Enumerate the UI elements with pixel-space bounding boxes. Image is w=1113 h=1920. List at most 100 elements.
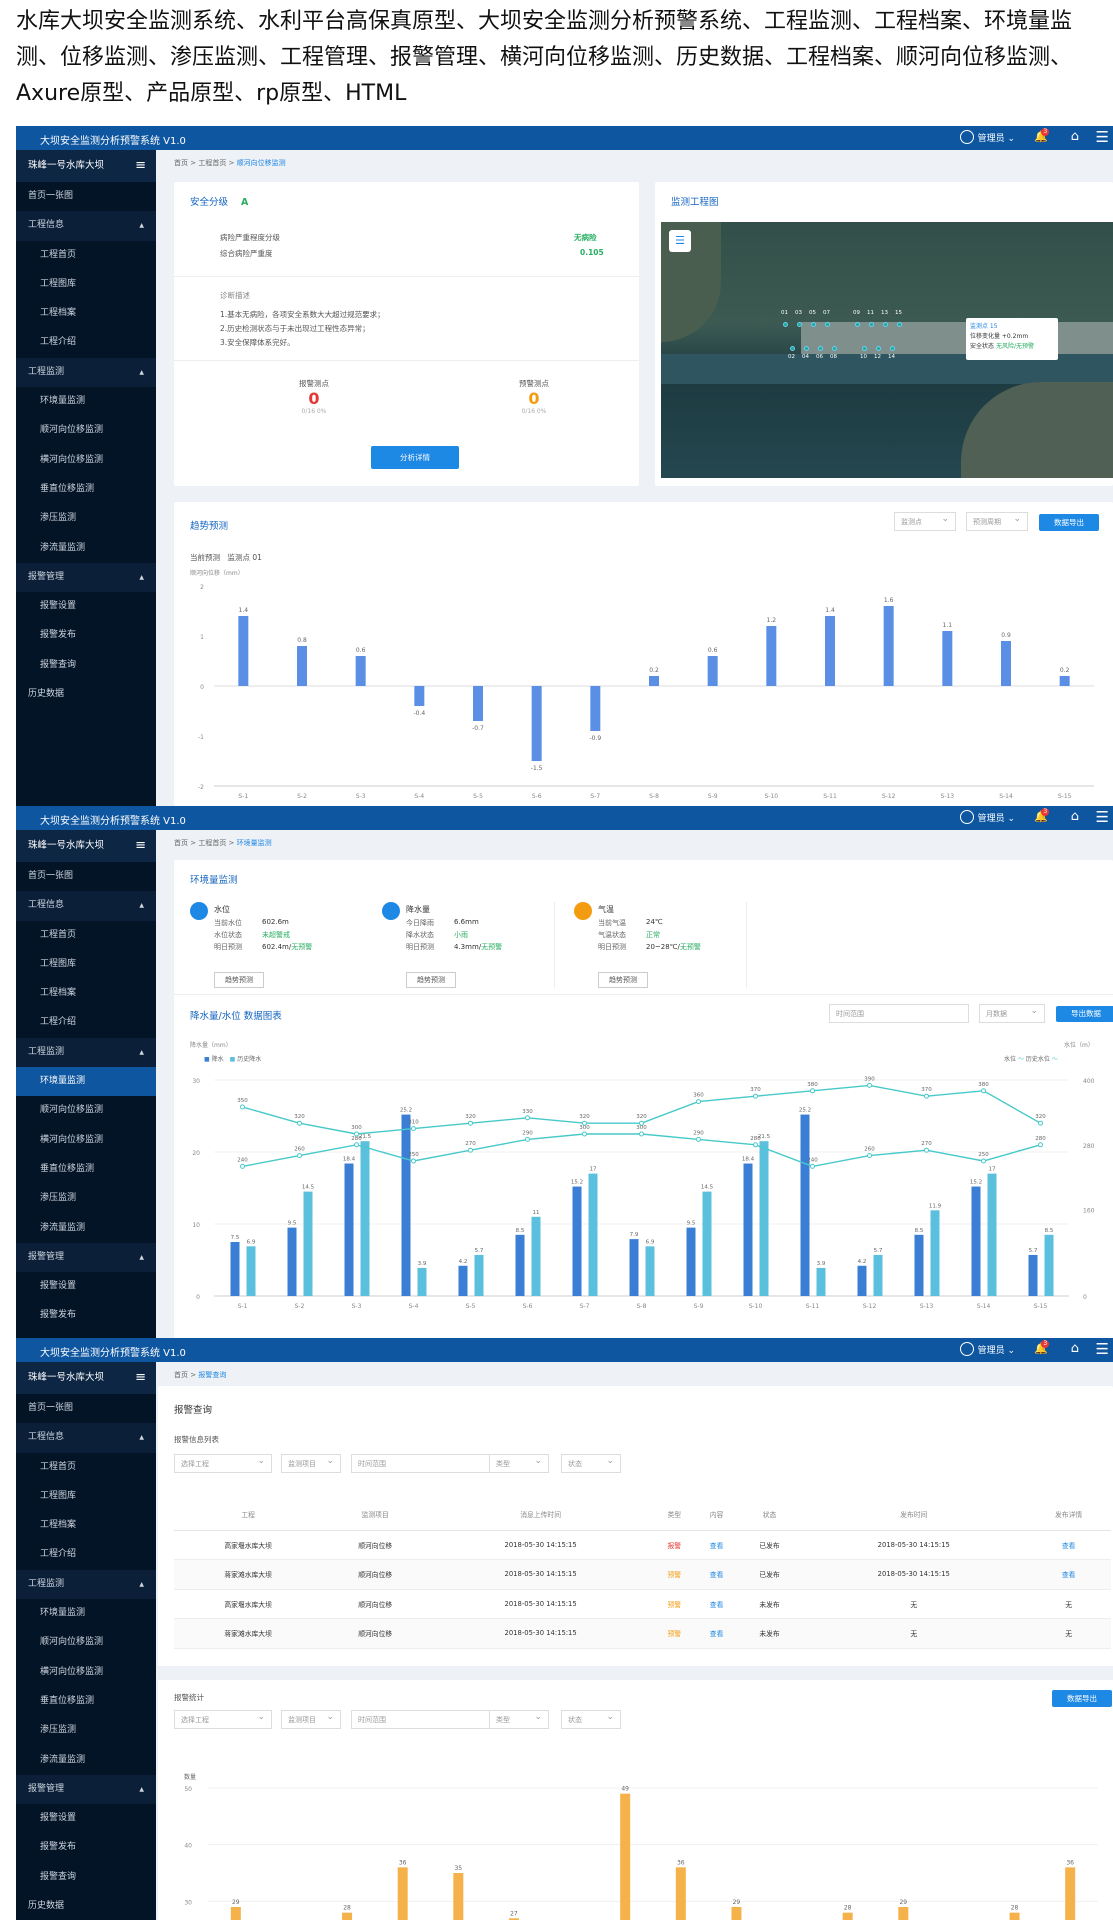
- sidebar-item[interactable]: 渗流量监测: [16, 533, 156, 563]
- filter-3[interactable]: 类型: [489, 1708, 549, 1729]
- user-menu[interactable]: 管理员 ⌄: [959, 810, 1015, 824]
- sidebar-item[interactable]: 工程信息: [16, 891, 156, 921]
- sidebar-item[interactable]: 顺河向位移监测: [16, 416, 156, 446]
- sidebar-item[interactable]: 报警发布: [16, 1301, 156, 1331]
- sidebar-item[interactable]: 渗流量监测: [16, 1213, 156, 1243]
- bell-icon[interactable]: 🔔 3: [1034, 128, 1050, 143]
- table-cell[interactable]: 查看: [695, 1559, 738, 1590]
- sidebar-item[interactable]: 工程介绍: [16, 328, 156, 358]
- point-select[interactable]: 监测点: [894, 510, 956, 531]
- sidebar-item[interactable]: 工程档案: [16, 1511, 156, 1541]
- data-kind[interactable]: 月数据: [979, 1002, 1045, 1023]
- aerial-map[interactable]: ☰ 01 03 05 07 09 11 13 15 02 04 06 08 10 12 14 监测点 15 …: [661, 222, 1113, 478]
- filter-0[interactable]: 选择工程: [174, 1452, 272, 1473]
- sidebar-item[interactable]: 工程监测: [16, 357, 156, 387]
- sidebar-item[interactable]: 垂直位移监测: [16, 1686, 156, 1717]
- monitor-point[interactable]: [818, 346, 823, 351]
- sidebar-item[interactable]: 工程介绍: [16, 1008, 156, 1038]
- table-cell[interactable]: 查看: [1026, 1559, 1111, 1590]
- sidebar-item[interactable]: 工程图库: [16, 1481, 156, 1512]
- sidebar-item[interactable]: 渗压监测: [16, 1716, 156, 1746]
- sidebar-item[interactable]: 环境量监测: [16, 1067, 156, 1097]
- home-icon[interactable]: ⌂: [1070, 129, 1079, 144]
- monitor-point[interactable]: [783, 322, 788, 327]
- trend-button[interactable]: 趋势预测: [598, 972, 648, 988]
- sidebar-item[interactable]: 首页一张图: [28, 871, 74, 881]
- sidebar-item[interactable]: 历史数据: [28, 1901, 65, 1912]
- sidebar-item[interactable]: 首页一张图: [28, 191, 74, 201]
- sidebar-item[interactable]: 报警管理: [16, 1774, 156, 1804]
- filter-4[interactable]: 状态: [561, 1452, 621, 1473]
- sidebar-item[interactable]: 报警发布: [16, 621, 156, 651]
- monitor-point[interactable]: [883, 322, 888, 327]
- menu-icon[interactable]: ☰: [1095, 1340, 1109, 1358]
- sidebar-item[interactable]: 工程监测: [16, 1037, 156, 1067]
- home-icon[interactable]: ⌂: [1070, 1341, 1079, 1356]
- export-button[interactable]: 导出数据: [1056, 1006, 1113, 1022]
- table-cell[interactable]: 查看: [695, 1530, 738, 1560]
- user-menu[interactable]: 管理员 ⌄: [959, 130, 1015, 144]
- sidebar-item[interactable]: 工程图库: [16, 269, 156, 300]
- sidebar-item[interactable]: 报警查询: [16, 650, 156, 681]
- filter-4[interactable]: 状态: [561, 1708, 621, 1729]
- project-selector[interactable]: 珠峰一号水库大坝 ≡: [16, 830, 156, 862]
- sidebar-item[interactable]: 报警设置: [16, 1272, 156, 1302]
- sidebar-item[interactable]: 垂直位移监测: [16, 474, 156, 505]
- project-selector[interactable]: 珠峰一号水库大坝 ≡: [16, 1362, 156, 1394]
- export-button[interactable]: 数据导出: [1052, 1690, 1112, 1707]
- sidebar-item[interactable]: 工程首页: [16, 920, 156, 950]
- monitor-point[interactable]: [811, 322, 816, 327]
- filter-1[interactable]: 监测项目: [281, 1708, 341, 1729]
- user-menu[interactable]: 管理员 ⌄: [959, 1342, 1015, 1356]
- monitor-point[interactable]: [832, 346, 837, 351]
- sidebar-item[interactable]: 横河向位移监测: [16, 1657, 156, 1687]
- sidebar-item[interactable]: 渗压监测: [16, 504, 156, 534]
- sidebar-item[interactable]: 工程介绍: [16, 1540, 156, 1570]
- export-button[interactable]: 数据导出: [1039, 514, 1099, 531]
- sidebar-item[interactable]: 渗压监测: [16, 1184, 156, 1214]
- sidebar-item[interactable]: 工程档案: [16, 979, 156, 1009]
- menu-icon[interactable]: ☰: [1095, 808, 1109, 826]
- filter-2[interactable]: 时间范围: [351, 1454, 491, 1473]
- table-cell[interactable]: 查看: [695, 1589, 738, 1619]
- table-cell[interactable]: 查看: [1026, 1530, 1111, 1560]
- filter-3[interactable]: 类型: [489, 1452, 549, 1473]
- monitor-point[interactable]: [825, 322, 830, 327]
- analysis-button[interactable]: 分析详情: [371, 446, 459, 469]
- monitor-point[interactable]: [797, 322, 802, 327]
- sidebar-item[interactable]: 工程监测: [16, 1569, 156, 1599]
- sidebar-item[interactable]: 报警设置: [16, 1804, 156, 1834]
- sidebar-item[interactable]: 垂直位移监测: [16, 1154, 156, 1185]
- project-selector[interactable]: 珠峰一号水库大坝 ≡: [16, 150, 156, 182]
- sidebar-item[interactable]: 工程信息: [16, 211, 156, 241]
- trend-button[interactable]: 趋势预测: [406, 972, 456, 988]
- sidebar-item[interactable]: 渗流量监测: [16, 1745, 156, 1775]
- sidebar-item[interactable]: 顺河向位移监测: [16, 1096, 156, 1126]
- sidebar-item[interactable]: 顺河向位移监测: [16, 1628, 156, 1658]
- bell-icon[interactable]: 🔔 3: [1034, 1340, 1050, 1355]
- sidebar-item[interactable]: 历史数据: [28, 689, 65, 700]
- monitor-point[interactable]: [790, 346, 795, 351]
- monitor-point[interactable]: [855, 322, 860, 327]
- sidebar-item[interactable]: 横河向位移监测: [16, 445, 156, 475]
- sidebar-item[interactable]: 报警查询: [16, 1862, 156, 1893]
- sidebar-item[interactable]: 环境量监测: [16, 387, 156, 417]
- layers-icon[interactable]: ☰: [669, 230, 691, 252]
- monitor-point[interactable]: [862, 346, 867, 351]
- monitor-point[interactable]: [897, 322, 902, 327]
- menu-icon[interactable]: ☰: [1095, 128, 1109, 146]
- sidebar-item[interactable]: 报警管理: [16, 562, 156, 592]
- sidebar-item[interactable]: 横河向位移监测: [16, 1125, 156, 1155]
- monitor-point[interactable]: [804, 346, 809, 351]
- monitor-point[interactable]: [876, 346, 881, 351]
- sidebar-item[interactable]: 工程首页: [16, 1452, 156, 1482]
- sidebar-item[interactable]: 环境量监测: [16, 1599, 156, 1629]
- sidebar-item[interactable]: 报警设置: [16, 592, 156, 622]
- monitor-point[interactable]: [869, 322, 874, 327]
- sidebar-item[interactable]: 报警管理: [16, 1242, 156, 1272]
- bell-icon[interactable]: 🔔 3: [1034, 808, 1050, 823]
- table-cell[interactable]: 查看: [695, 1618, 738, 1649]
- filter-0[interactable]: 选择工程: [174, 1708, 272, 1729]
- time-range[interactable]: 时间范围: [829, 1004, 969, 1023]
- sidebar-item[interactable]: 工程首页: [16, 240, 156, 270]
